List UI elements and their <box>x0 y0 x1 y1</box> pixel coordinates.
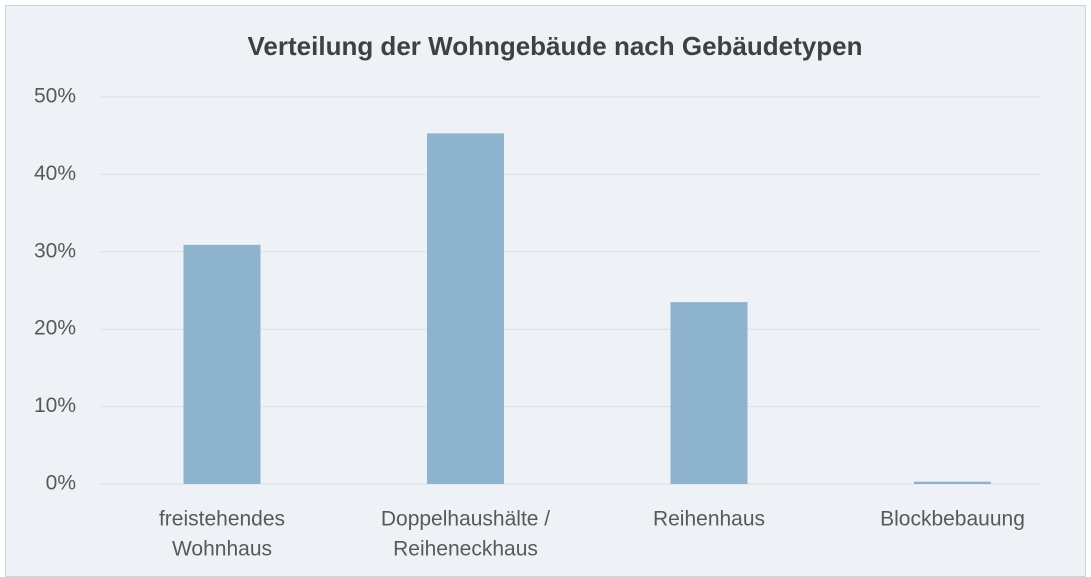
x-tick-label: Reihenhaus <box>653 508 765 531</box>
bar <box>914 481 991 484</box>
y-tick-label: 30% <box>34 239 76 262</box>
y-tick-label: 20% <box>34 317 76 340</box>
chart-title: Verteilung der Wohngebäude nach Gebäudet… <box>248 31 863 61</box>
x-tick-label: Blockbebauung <box>880 508 1025 531</box>
bar <box>427 133 504 485</box>
bar <box>183 244 261 484</box>
bar <box>670 302 748 484</box>
y-tick-label: 40% <box>34 162 76 185</box>
x-tick-label: freistehendes <box>159 508 285 531</box>
y-tick-label: 0% <box>46 472 76 495</box>
x-tick-label: Wohnhaus <box>172 538 272 561</box>
x-tick-label: Reiheneckhaus <box>393 538 538 561</box>
chart-background <box>5 5 1086 577</box>
y-tick-label: 10% <box>34 394 76 417</box>
y-tick-label: 50% <box>34 85 76 108</box>
x-tick-label: Doppelhaushälte / <box>381 508 550 531</box>
